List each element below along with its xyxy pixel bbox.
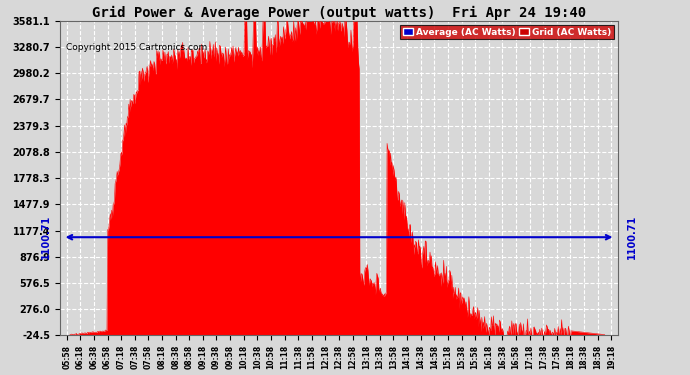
Text: 1100.71: 1100.71: [627, 215, 637, 260]
Text: 1100.71: 1100.71: [41, 215, 51, 260]
Title: Grid Power & Average Power (output watts)  Fri Apr 24 19:40: Grid Power & Average Power (output watts…: [92, 6, 586, 20]
Text: Copyright 2015 Cartronics.com: Copyright 2015 Cartronics.com: [66, 43, 207, 52]
Legend: Average (AC Watts), Grid (AC Watts): Average (AC Watts), Grid (AC Watts): [400, 26, 613, 39]
